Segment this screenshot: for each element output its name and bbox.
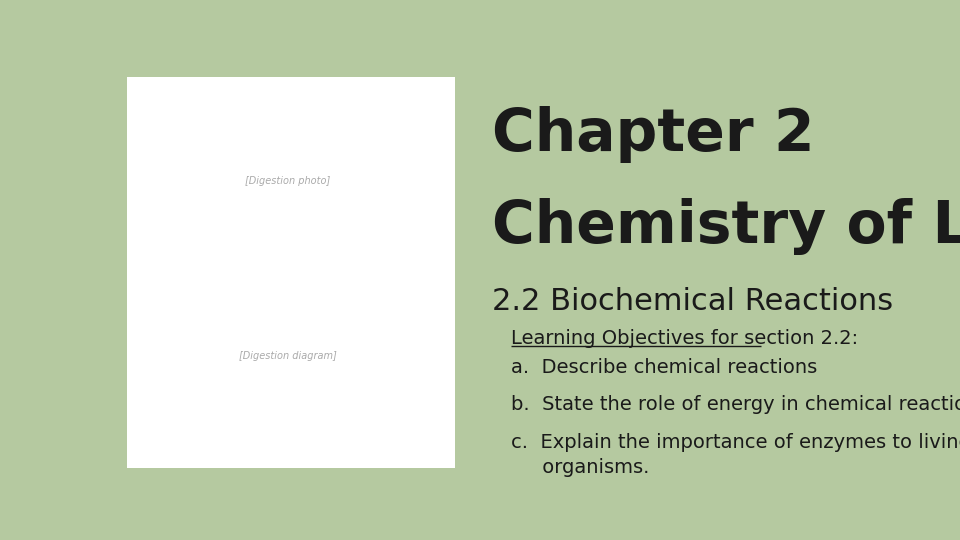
Text: 2.2 Biochemical Reactions: 2.2 Biochemical Reactions: [492, 287, 893, 316]
Text: [Digestion diagram]: [Digestion diagram]: [238, 351, 336, 361]
Text: Chapter 2: Chapter 2: [492, 106, 815, 164]
Text: Chemistry of Life: Chemistry of Life: [492, 198, 960, 255]
Text: a.  Describe chemical reactions: a. Describe chemical reactions: [511, 358, 817, 377]
Text: Learning Objectives for section 2.2:: Learning Objectives for section 2.2:: [511, 329, 857, 348]
Text: c.  Explain the importance of enzymes to living
     organisms.: c. Explain the importance of enzymes to …: [511, 433, 960, 477]
Text: [Digestion photo]: [Digestion photo]: [245, 176, 330, 186]
Text: b.  State the role of energy in chemical reactions: b. State the role of energy in chemical …: [511, 395, 960, 414]
FancyBboxPatch shape: [128, 77, 455, 468]
